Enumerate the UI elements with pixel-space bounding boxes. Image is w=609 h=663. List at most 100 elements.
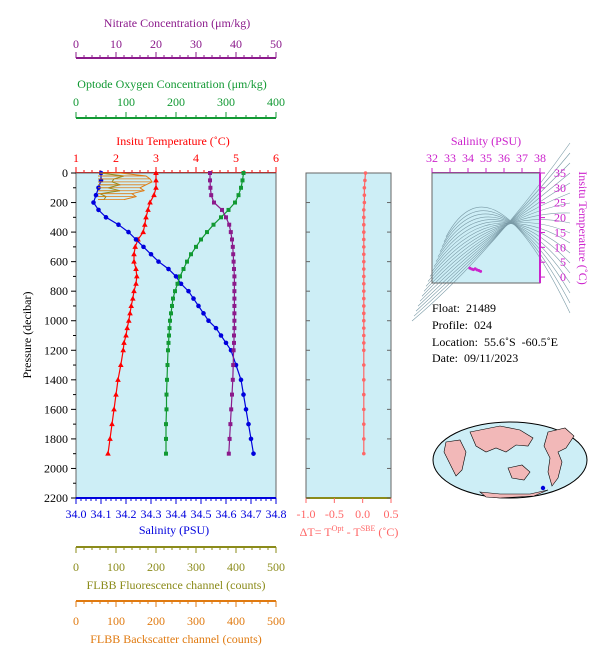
oxygen-point-13 [181,267,186,272]
oxygen-tick-label-1: 100 [117,95,135,109]
nitrate-tick-label-2: 20 [150,37,162,51]
map-land-asia [469,425,534,453]
ts-xtick-label-0: 32 [426,151,438,165]
salinity-point-6 [103,215,109,220]
oxygen-tick-label-4: 400 [267,95,285,109]
ts-density-contour [443,210,571,304]
oxygen-point-8 [205,230,209,235]
salinity-tick-label-8: 34.8 [266,507,287,521]
temperature-point-8 [140,229,146,235]
backscatter-axis: 0 100 200 300 400 500 [73,600,285,628]
temperature-point-7 [142,221,148,227]
ts-density-contour [427,219,571,282]
oxygen-point-3 [236,193,241,198]
ts-ytick-label-3: 15 [554,225,566,239]
salinity-point-28 [243,407,249,412]
pressure-tick-label-0: 0 [62,166,68,180]
salinity-axis-title: Salinity (PSU) [139,523,209,537]
salinity-point-26 [238,377,244,383]
nitrate-point-29 [228,422,233,427]
nitrate-point-13 [232,267,236,272]
delta-t-title-part2: - T [344,525,362,539]
fluor-tick-label-5: 500 [267,560,285,574]
backscatter-tick-label-5: 500 [267,614,285,628]
delta-t-point-22 [362,333,366,338]
salinity-point-27 [241,392,246,397]
pressure-tick-label-10: 2000 [44,461,68,475]
pressure-tick-label-5: 1000 [44,314,68,328]
nitrate-point-30 [227,436,232,441]
oxygen-axis-title: Optode Oxygen Concentration (μm/kg) [77,77,266,91]
temperature-point-16 [131,288,137,294]
delta-t-title-sup2: SBE [361,524,376,533]
oxygen-point-31 [164,451,168,456]
oxygen-point-23 [166,340,171,345]
oxygen-axis: Optode Oxygen Concentration (μm/kg) 0 100… [73,77,285,119]
fluor-tick-label-4: 400 [227,560,245,574]
delta-t-point-21 [362,326,366,330]
oxygen-point-12 [185,259,189,264]
delta-t-point-7 [362,222,366,227]
salinity-point-13 [166,266,171,272]
temperature-point-18 [128,302,134,308]
temperature-point-31 [105,450,111,456]
ts-density-contour [441,213,571,294]
ts-density-contour [411,142,571,322]
salinity-point-4 [91,200,96,205]
nitrate-point-2 [208,185,213,190]
nitrate-point-16 [232,289,237,294]
delta-t-point-4 [362,200,367,205]
temperature-point-27 [113,391,119,397]
temperature-point-5 [145,206,151,212]
main-plot [91,170,256,456]
pressure-tick-label-6: 1200 [44,343,68,357]
delta-t-point-27 [362,392,366,397]
ts-density-contour [439,216,571,284]
ts-xtick-label-6: 38 [534,151,546,165]
salinity-point-10 [141,244,146,250]
ts-ytick-label-6: 30 [554,181,566,195]
nitrate-point-11 [231,252,236,257]
oxygen-point-20 [168,318,172,323]
salinity-point-15 [178,281,184,287]
ts-ytick-label-4: 20 [554,211,566,225]
ts-density-contour [429,222,571,277]
delta-t-point-16 [362,289,366,293]
info-float-label: Float: [432,301,461,315]
delta-t-point-17 [362,296,366,301]
oxygen-point-18 [170,303,174,308]
salinity-point-5 [96,207,101,213]
delta-t-point-1 [363,178,367,183]
oxygen-point-15 [175,281,180,286]
temperature-point-26 [115,376,121,382]
ts-density-contour [431,223,571,272]
ts-point-4 [479,269,483,273]
fluor-tick-label-0: 0 [73,560,79,574]
oxygen-point-6 [219,215,223,220]
delta-t-point-26 [362,378,366,382]
salinity-point-12 [156,259,161,264]
delta-t-title-part1: ΔT= T [300,525,333,539]
pressure-tick-label-9: 1800 [44,432,68,446]
nitrate-point-3 [209,193,214,198]
oxygen-tick-label-3: 300 [217,95,235,109]
pressure-axis-label: Pressure (decibar) [20,292,34,379]
ts-density-contour [415,162,571,312]
oxygen-point-1 [240,178,245,183]
oxygen-point-22 [167,333,171,338]
nitrate-axis-title: Nitrate Concentration (μm/kg) [104,16,250,30]
nitrate-tick-label-1: 10 [110,37,122,51]
ts-xtick-label-5: 37 [516,151,528,165]
oxygen-point-10 [194,244,198,249]
salinity-point-30 [248,436,254,442]
nitrate-point-23 [232,340,236,345]
delta-t-tick-label-1: -0.5 [325,507,344,521]
nitrate-point-20 [232,318,237,323]
fluorescence-line [98,172,125,200]
salinity-tick-label-5: 34.5 [191,507,212,521]
oxygen-point-19 [169,311,173,316]
oxygen-point-0 [241,171,246,175]
salinity-point-3 [93,192,99,198]
backscatter-tick-label-2: 200 [147,614,165,628]
